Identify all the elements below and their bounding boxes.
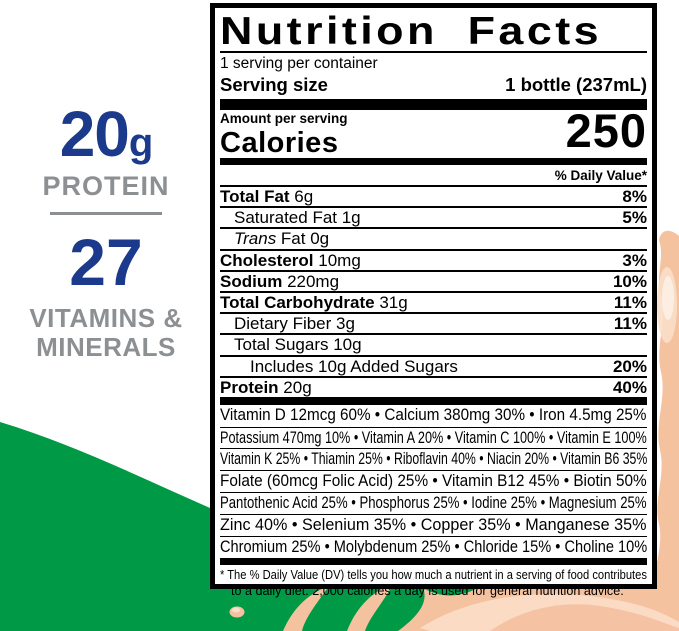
footnote-line1-text: * The % Daily Value (DV) tells you how m… bbox=[220, 568, 647, 583]
section-bar-top bbox=[220, 99, 647, 110]
daily-value-header: % Daily Value* bbox=[554, 168, 647, 183]
protein-label: PROTEIN bbox=[42, 171, 170, 201]
section-bar-micronutrients bbox=[220, 558, 647, 566]
daily-value-percent: 10% bbox=[612, 271, 647, 291]
title-rule bbox=[220, 51, 647, 53]
nutrient-row-saturated-fat: Saturated Fat 1g 5% bbox=[220, 206, 647, 227]
micronutrient-line: Folate (60mcg Folic Acid) 25% • Vitamin … bbox=[220, 470, 647, 492]
nutrient-name: Total Carbohydrate 31g bbox=[220, 293, 408, 312]
nutrient-amount: 20g bbox=[278, 377, 312, 397]
section-bar-protein bbox=[220, 396, 647, 405]
micronutrient-line-text: Vitamin D 12mcg 60% • Calcium 380mg 30% … bbox=[220, 405, 647, 424]
vitamins-count: 27 bbox=[69, 225, 143, 299]
nutrient-row-total-carbohydrate: Total Carbohydrate 31g 11% bbox=[220, 290, 647, 312]
vitamins-label-line1: VITAMINS & bbox=[29, 303, 183, 333]
nutrient-row-total-fat: Total Fat 6g 8% bbox=[220, 185, 647, 206]
nutrient-name: Saturated Fat 1g bbox=[220, 208, 361, 227]
splash-tendril-mid bbox=[347, 583, 394, 631]
nutrient-name-bold: Total Fat bbox=[220, 187, 290, 206]
nutrient-row-cholesterol: Cholesterol 10mg 3% bbox=[220, 248, 647, 270]
serving-size-value: 1 bottle (237mL) bbox=[505, 74, 647, 95]
protein-amount: 20g bbox=[18, 102, 194, 166]
nutrient-name: Cholesterol 10mg bbox=[220, 251, 361, 270]
footnote-line2: to a daily diet. 2,000 calories a day is… bbox=[220, 584, 647, 599]
nutrient-amount: 220mg bbox=[282, 271, 340, 291]
daily-value-percent: 20% bbox=[612, 356, 647, 376]
protein-vitamins-callout: 20g PROTEIN 27 VITAMINS & MINERALS bbox=[18, 102, 194, 361]
micronutrient-line: Vitamin D 12mcg 60% • Calcium 380mg 30% … bbox=[220, 405, 647, 427]
calories-label: Calories bbox=[220, 126, 339, 159]
micronutrient-line-text: Chromium 25% • Molybdenum 25% • Chloride… bbox=[220, 537, 648, 556]
nutrient-name: Protein 20g bbox=[220, 378, 312, 397]
section-bar-calories bbox=[220, 158, 647, 165]
micronutrient-line-text: Vitamin K 25% • Thiamin 25% • Riboflavin… bbox=[220, 450, 648, 469]
nutrient-name: Trans Fat 0g bbox=[220, 229, 329, 248]
nutrient-row-protein: Protein 20g 40% bbox=[220, 375, 647, 397]
nutrient-amount: 31g bbox=[374, 292, 408, 312]
nutrient-name: Total Sugars 10g bbox=[220, 335, 362, 354]
micronutrient-line: Potassium 470mg 10% • Vitamin A 20% • Vi… bbox=[220, 426, 647, 449]
daily-value-percent: 3% bbox=[622, 250, 647, 270]
daily-value-percent: 40% bbox=[612, 377, 647, 397]
splash-tendril-left bbox=[283, 586, 329, 631]
nutrient-name-italic: Trans bbox=[234, 229, 277, 249]
nutrition-facts-title-text: Nutrition Facts bbox=[220, 10, 602, 53]
nutrient-amount: Dietary Fiber 3g bbox=[234, 314, 355, 334]
callout-divider bbox=[50, 212, 162, 215]
green-wave-shape bbox=[0, 422, 679, 631]
nutrient-name: Includes 10g Added Sugars bbox=[220, 357, 458, 376]
servings-per-container: 1 serving per container bbox=[220, 55, 378, 72]
nutrition-facts-title: Nutrition Facts bbox=[220, 10, 647, 53]
micronutrient-line: Vitamin K 25% • Thiamin 25% • Riboflavin… bbox=[220, 448, 647, 470]
micronutrient-line: Pantothenic Acid 25% • Phosphorus 25% • … bbox=[220, 492, 647, 514]
nutrient-row-dietary-fiber: Dietary Fiber 3g 11% bbox=[220, 312, 647, 333]
nutrient-row-added-sugars: Includes 10g Added Sugars 20% bbox=[220, 354, 647, 376]
serving-size-label: Serving size bbox=[220, 74, 328, 95]
micronutrient-line: Chromium 25% • Molybdenum 25% • Chloride… bbox=[220, 535, 648, 558]
micronutrient-line-text: Potassium 470mg 10% • Vitamin A 20% • Vi… bbox=[220, 428, 647, 447]
vitamins-minerals-label: VITAMINS & MINERALS bbox=[18, 304, 194, 361]
protein-amount-number: 20 bbox=[59, 98, 130, 170]
nutrient-name-bold: Sodium bbox=[220, 271, 283, 291]
footnote-line1: * The % Daily Value (DV) tells you how m… bbox=[220, 568, 647, 583]
splash-stream-glare bbox=[662, 276, 674, 320]
nutrient-amount: 6g bbox=[289, 187, 314, 206]
vitamins-label-line2: MINERALS bbox=[36, 331, 176, 362]
nutrient-row-trans-fat: Trans Fat 0g bbox=[220, 227, 647, 248]
nutrient-amount: Fat 0g bbox=[276, 229, 330, 249]
nutrient-name-bold: Cholesterol bbox=[220, 250, 314, 270]
milk-splash-shadow bbox=[490, 604, 679, 631]
footnote: * The % Daily Value (DV) tells you how m… bbox=[220, 568, 647, 598]
nutrient-amount: Total Sugars 10g bbox=[234, 335, 362, 355]
nutrient-row-sodium: Sodium 220mg 10% bbox=[220, 269, 647, 291]
calories-block: Amount per serving Calories 250 bbox=[220, 104, 647, 159]
daily-value-percent: 5% bbox=[622, 208, 647, 228]
nutrient-name-bold: Protein bbox=[220, 377, 279, 397]
milk-droplet-highlight bbox=[232, 607, 240, 613]
nutrient-rows: Total Fat 6g 8% Saturated Fat 1g 5% Tran… bbox=[220, 185, 647, 397]
nutrient-amount: 10mg bbox=[313, 250, 361, 270]
nutrient-name: Dietary Fiber 3g bbox=[220, 314, 355, 333]
nutrition-facts-panel: Nutrition Facts 1 serving per container … bbox=[210, 3, 657, 598]
serving-size-row: Serving size 1 bottle (237mL) bbox=[220, 74, 647, 95]
daily-value-percent: 8% bbox=[622, 187, 647, 206]
footnote-line2-text: to a daily diet. 2,000 calories a day is… bbox=[231, 583, 624, 598]
nutrient-row-total-sugars: Total Sugars 10g bbox=[220, 333, 647, 354]
micronutrient-line-text: Pantothenic Acid 25% • Phosphorus 25% • … bbox=[220, 494, 647, 513]
micronutrient-line-text: Folate (60mcg Folic Acid) 25% • Vitamin … bbox=[220, 472, 647, 491]
calories-value: 250 bbox=[565, 104, 647, 157]
nutrient-name-bold: Total Carbohydrate bbox=[220, 292, 375, 312]
protein-amount-unit: g bbox=[128, 121, 153, 165]
micronutrient-line: Zinc 40% • Selenium 35% • Copper 35% • M… bbox=[220, 513, 647, 536]
micronutrient-line-text: Zinc 40% • Selenium 35% • Copper 35% • M… bbox=[220, 515, 647, 534]
daily-value-percent: 11% bbox=[613, 314, 647, 334]
nutrient-name: Sodium 220mg bbox=[220, 272, 339, 291]
micronutrient-section: Vitamin D 12mcg 60% • Calcium 380mg 30% … bbox=[220, 405, 647, 558]
amount-per-serving-label: Amount per serving bbox=[220, 111, 348, 126]
daily-value-percent: 11% bbox=[613, 292, 647, 312]
nutrient-name: Total Fat 6g bbox=[220, 187, 313, 206]
nutrient-amount: Saturated Fat 1g bbox=[234, 208, 361, 228]
nutrient-amount: Includes 10g Added Sugars bbox=[250, 356, 458, 376]
